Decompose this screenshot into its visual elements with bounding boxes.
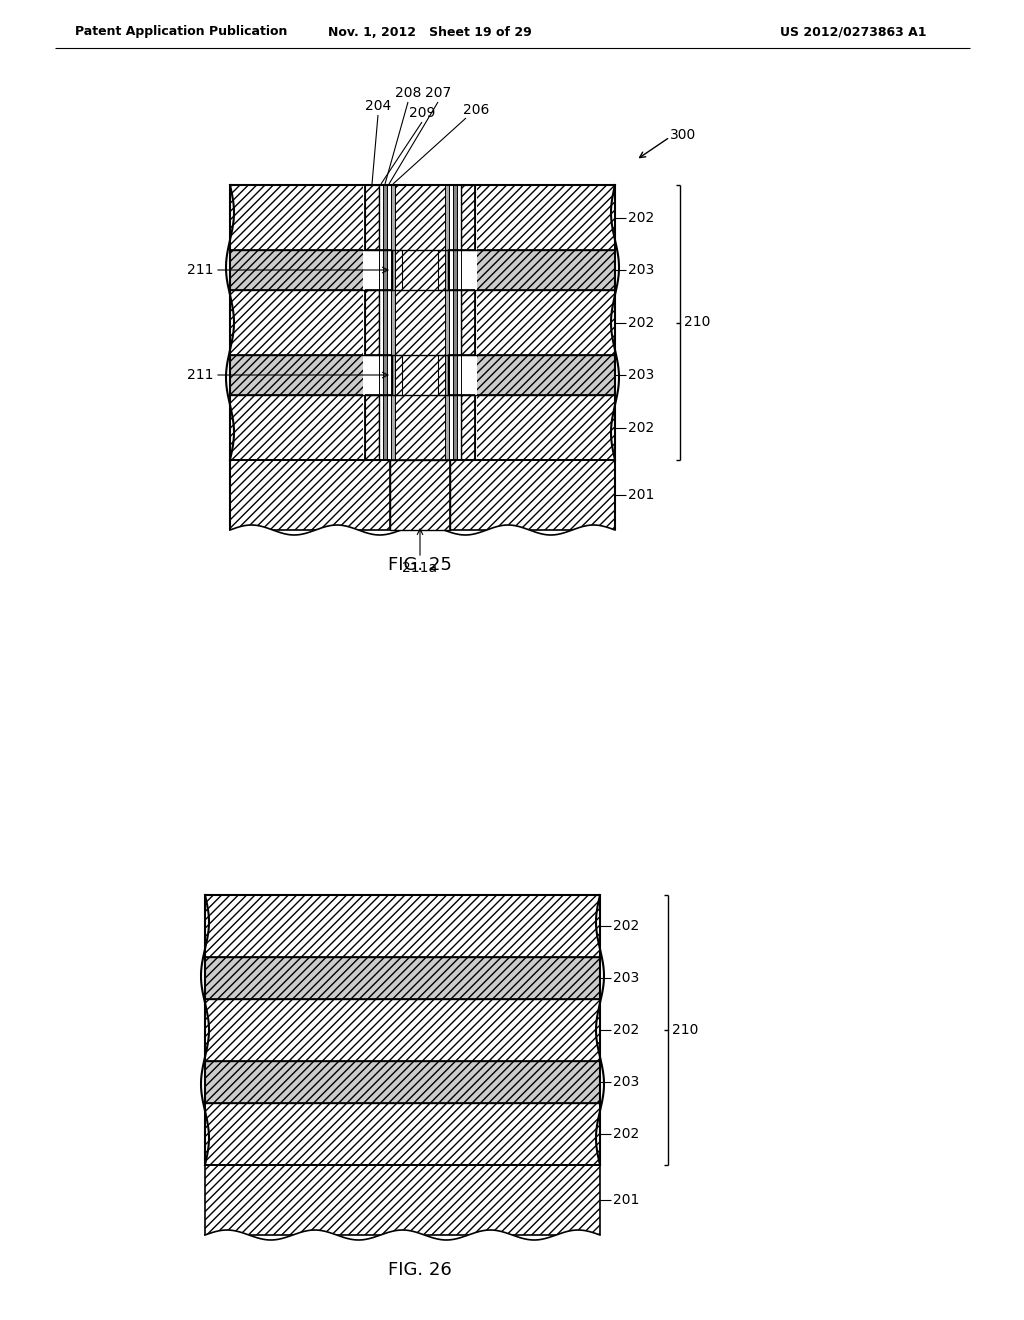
Bar [449,185,453,459]
Bar [392,249,402,290]
Bar [230,185,615,249]
Text: 211: 211 [186,368,213,381]
Bar [438,355,449,395]
Bar [365,290,379,355]
Text: 203: 203 [613,972,639,985]
Bar [365,395,379,459]
Bar [395,185,445,459]
Text: 210: 210 [672,1023,698,1038]
Text: 204: 204 [365,99,391,114]
Text: 211: 211 [443,263,469,277]
Bar [230,249,615,290]
Text: 202: 202 [613,1127,639,1140]
Bar [383,185,387,459]
Text: 300: 300 [670,128,696,143]
Bar [438,249,449,290]
Bar [461,395,475,459]
Text: 203: 203 [628,263,654,277]
Bar [230,290,615,355]
Bar [230,459,615,531]
Bar [402,355,438,395]
Text: 201: 201 [628,488,654,502]
Text: 202: 202 [628,315,654,330]
Text: FIG. 26: FIG. 26 [388,1261,452,1279]
Text: 210: 210 [684,315,711,330]
Bar [379,395,461,459]
Text: Nov. 1, 2012   Sheet 19 of 29: Nov. 1, 2012 Sheet 19 of 29 [328,25,531,38]
Bar [205,1104,600,1166]
Bar [379,185,461,459]
Bar [390,459,450,531]
Bar [230,395,615,459]
Text: 201: 201 [613,1193,639,1206]
Bar [461,185,475,249]
Bar [362,185,477,459]
Bar [445,185,449,459]
Text: 206: 206 [463,103,489,117]
Text: 203: 203 [613,1074,639,1089]
Bar [230,355,615,395]
Text: 211: 211 [186,263,213,277]
Text: 209: 209 [409,106,435,120]
Text: US 2012/0273863 A1: US 2012/0273863 A1 [780,25,927,38]
Text: 208: 208 [395,86,421,100]
Bar [453,185,457,459]
Bar [392,355,402,395]
Text: 202: 202 [628,211,654,224]
Bar [387,185,391,459]
Text: 202: 202 [613,1023,639,1038]
Text: 202: 202 [613,919,639,933]
Bar [205,895,600,957]
Text: FIG. 25: FIG. 25 [388,556,452,574]
Bar [391,185,395,459]
Bar [379,290,461,355]
Bar [205,999,600,1061]
Text: Patent Application Publication: Patent Application Publication [75,25,288,38]
Text: 211a: 211a [402,561,437,576]
Bar [205,1061,600,1104]
Bar [205,957,600,999]
Text: 207: 207 [425,86,452,100]
Bar [461,290,475,355]
Bar [205,1166,600,1236]
Bar [402,249,438,290]
Bar [457,185,461,459]
Bar [379,185,383,459]
Text: 203: 203 [628,368,654,381]
Text: 202: 202 [628,421,654,436]
Bar [390,459,450,531]
Bar [365,185,379,249]
Text: 211: 211 [443,368,469,381]
Bar [379,185,461,249]
